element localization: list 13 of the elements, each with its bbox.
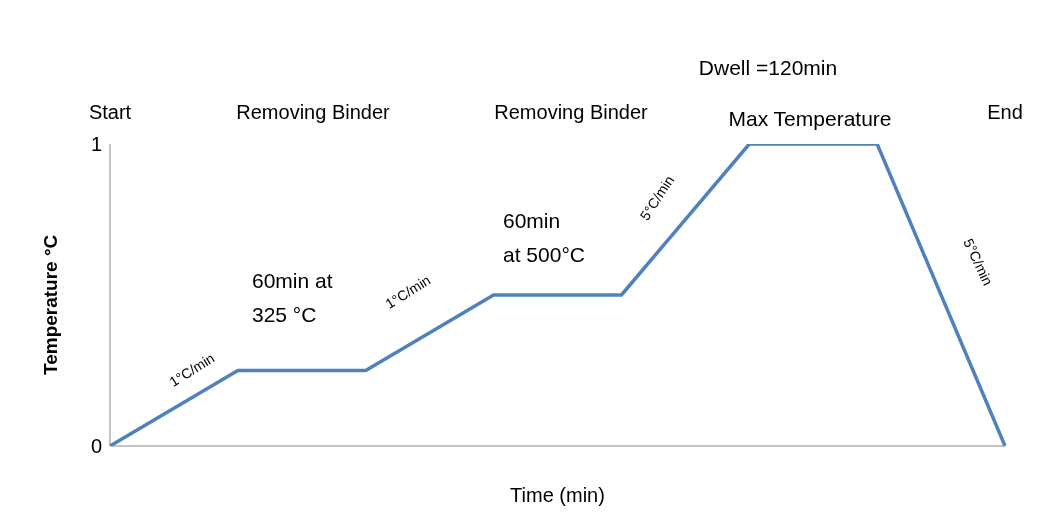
- text: Max Temperature: [728, 106, 892, 133]
- y-tick-label: 1: [90, 133, 102, 156]
- x-axis-title: Time (min): [510, 484, 605, 506]
- text: Removing Binder: [236, 100, 390, 125]
- line-series: [108, 144, 1007, 446]
- text: Dwell =120min: [698, 55, 838, 82]
- text: Start: [88, 100, 132, 125]
- y-tick-label: 0: [90, 435, 102, 458]
- text: End: [987, 100, 1023, 125]
- text: Removing Binder: [494, 100, 648, 125]
- annotation: 60min at 325 °C: [252, 268, 333, 328]
- annotation: 60min at 500°C: [503, 208, 585, 268]
- y-axis-title: Temperature °C: [39, 234, 61, 375]
